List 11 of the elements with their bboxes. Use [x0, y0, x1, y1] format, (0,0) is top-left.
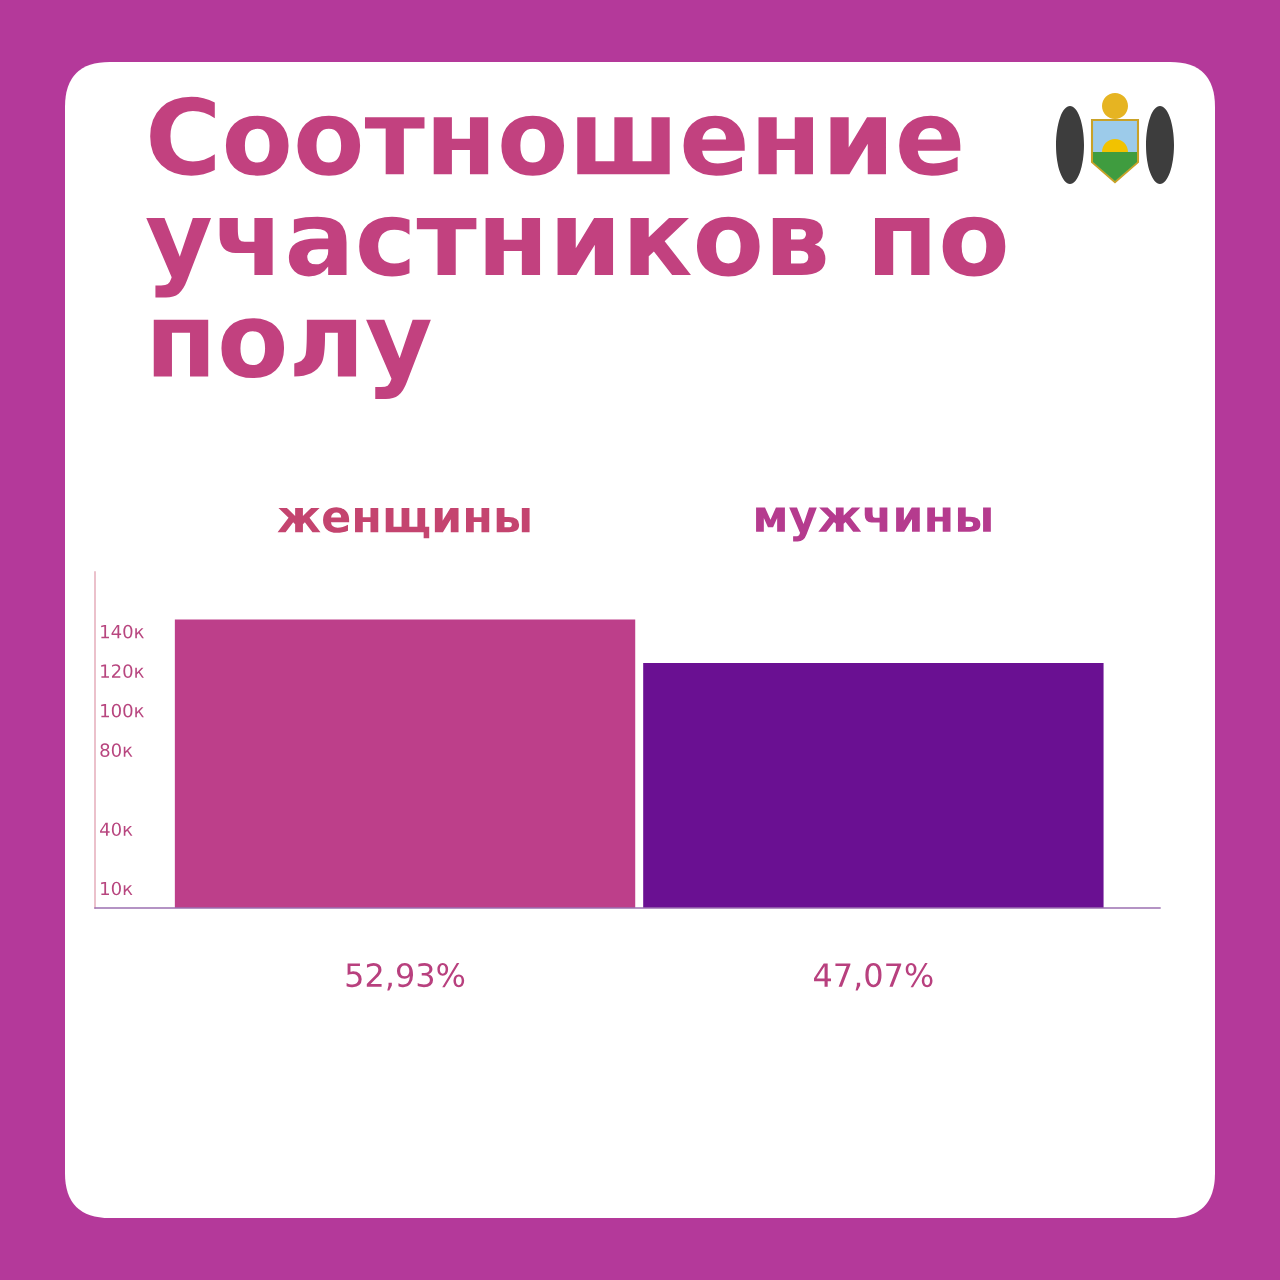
- x-tick-label: женщины: [277, 507, 530, 539]
- chart-title: Соотношение участников по полу: [146, 96, 1006, 400]
- y-tick-label: 100к: [101, 703, 144, 718]
- y-tick-label: 10к: [101, 881, 133, 896]
- y-tick-label: 80к: [100, 743, 133, 757]
- text: 52,93%: [346, 962, 465, 991]
- y-tick-label: 40к: [100, 822, 133, 837]
- text: 47,07%: [814, 962, 933, 991]
- x-tick-label: мужчины: [756, 507, 991, 542]
- y-tick-label: 120к: [101, 664, 144, 678]
- y-tick-label: 140к: [101, 624, 144, 639]
